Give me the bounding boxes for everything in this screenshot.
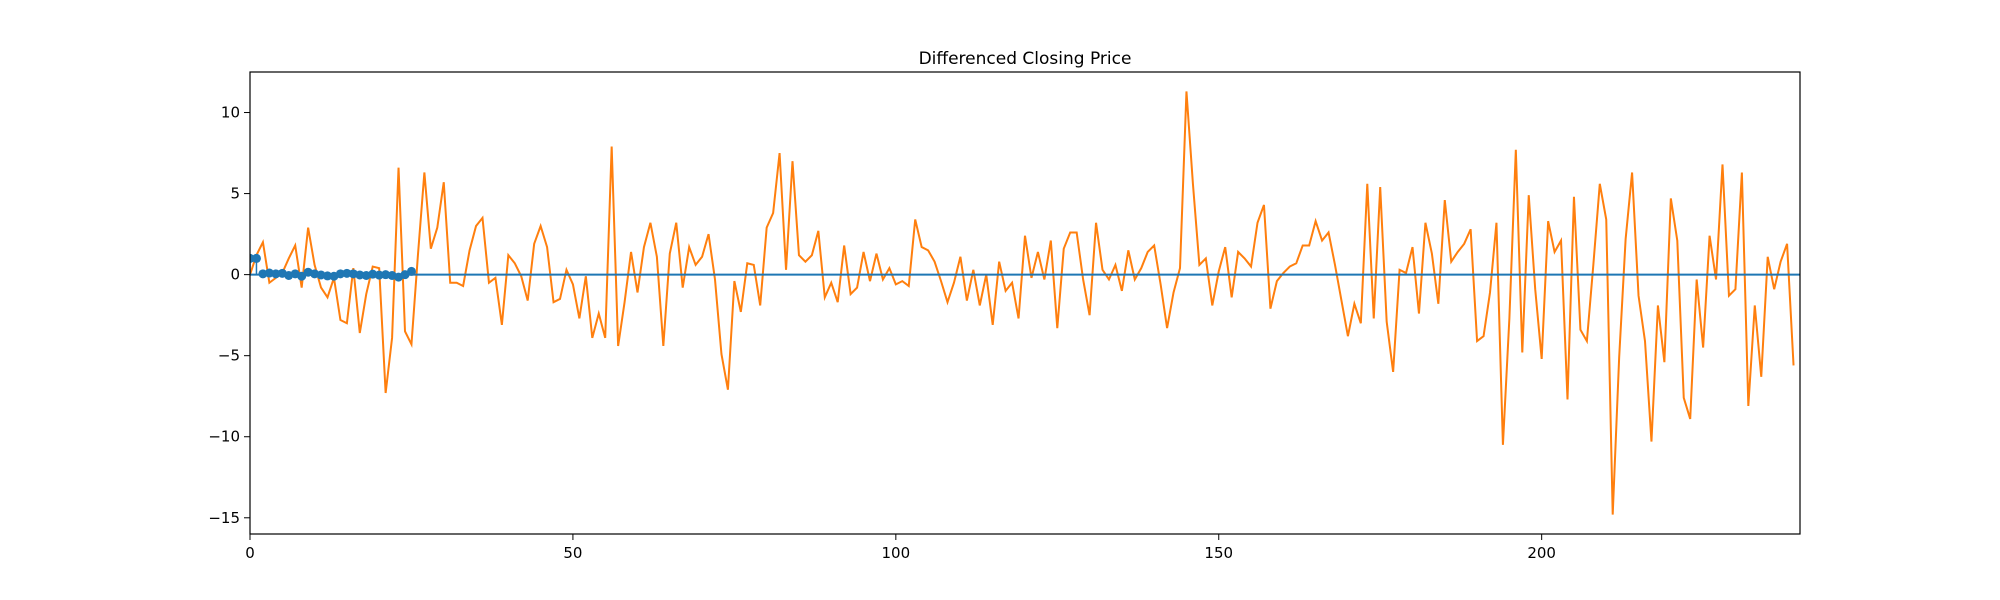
stem-marker — [251, 253, 261, 263]
x-axis: 0 50 100 150 200 — [245, 534, 1556, 562]
stem-markers — [250, 253, 416, 282]
series-line-orange — [250, 91, 1795, 515]
x-tick-label: 150 — [1204, 544, 1233, 562]
x-tick-label: 50 — [563, 544, 582, 562]
y-tick-label: −15 — [208, 509, 240, 527]
stem-marker — [297, 271, 307, 281]
stem-marker — [271, 269, 281, 279]
x-tick-label: 100 — [882, 544, 911, 562]
chart-title: Differenced Closing Price — [919, 49, 1132, 69]
stem-marker — [342, 268, 352, 278]
y-tick-label: 10 — [221, 104, 240, 122]
y-tick-label: 0 — [230, 266, 240, 284]
x-tick-label: 0 — [245, 544, 255, 562]
stem-marker — [406, 266, 416, 276]
stem-marker — [323, 271, 332, 281]
y-tick-label: 5 — [230, 185, 240, 203]
stem-marker — [355, 270, 365, 280]
x-tick-label: 200 — [1527, 544, 1556, 562]
plot-frame — [249, 71, 1801, 535]
y-tick-label: −10 — [208, 428, 240, 446]
stem-marker — [335, 269, 345, 279]
y-axis: −15 −10 −5 0 5 10 — [208, 104, 250, 527]
stem-marker — [374, 270, 384, 280]
y-tick-label: −5 — [218, 347, 240, 365]
